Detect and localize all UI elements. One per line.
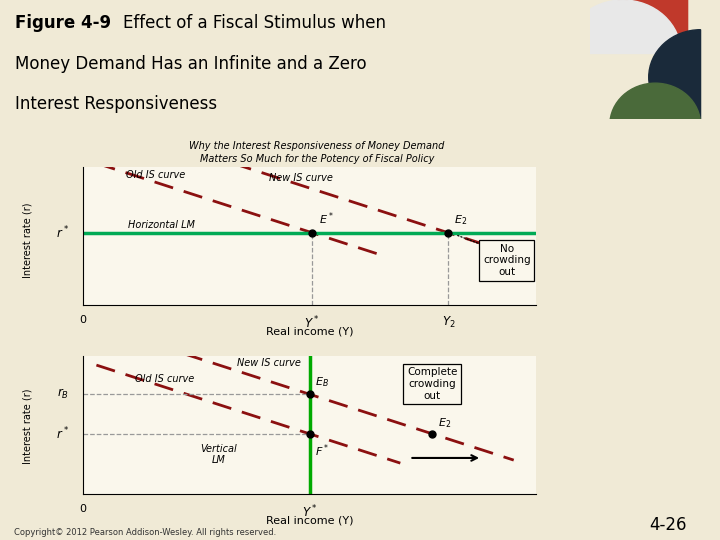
Text: $E_2$: $E_2$ — [438, 417, 451, 430]
Text: Real income (Y): Real income (Y) — [266, 327, 354, 336]
Text: $Y^*$: $Y^*$ — [305, 315, 320, 331]
Text: $E^*$: $E^*$ — [319, 210, 334, 227]
Text: Vertical
LM: Vertical LM — [200, 443, 238, 465]
Wedge shape — [564, 0, 681, 53]
Text: Old IS curve: Old IS curve — [126, 170, 185, 180]
Text: $r_B$: $r_B$ — [57, 387, 69, 401]
Text: $Y^*$: $Y^*$ — [302, 504, 318, 520]
Text: $E_B$: $E_B$ — [315, 375, 329, 389]
Wedge shape — [649, 30, 701, 125]
Text: Old IS curve: Old IS curve — [135, 374, 194, 384]
Text: $Y_2$: $Y_2$ — [441, 315, 455, 329]
Text: Complete
crowding
out: Complete crowding out — [407, 367, 457, 401]
Text: Why the Interest Responsiveness of Money Demand
Matters So Much for the Potency : Why the Interest Responsiveness of Money… — [189, 140, 444, 164]
Text: Effect of a Fiscal Stimulus when: Effect of a Fiscal Stimulus when — [123, 14, 386, 32]
Text: No
crowding
out: No crowding out — [483, 244, 531, 277]
Text: Interest rate (r): Interest rate (r) — [22, 202, 32, 278]
Text: New IS curve: New IS curve — [269, 173, 333, 183]
Text: Real income (Y): Real income (Y) — [266, 516, 354, 525]
Text: New IS curve: New IS curve — [237, 357, 301, 368]
Text: Figure 4-9: Figure 4-9 — [14, 14, 111, 32]
Wedge shape — [616, 0, 688, 59]
Text: 0: 0 — [79, 315, 86, 325]
Wedge shape — [610, 83, 701, 125]
Text: Copyright© 2012 Pearson Addison-Wesley. All rights reserved.: Copyright© 2012 Pearson Addison-Wesley. … — [14, 528, 276, 537]
Text: Horizontal LM: Horizontal LM — [128, 220, 195, 229]
Text: $E_2$: $E_2$ — [454, 213, 467, 227]
Text: Money Demand Has an Infinite and a Zero: Money Demand Has an Infinite and a Zero — [14, 55, 366, 73]
Text: $F^*$: $F^*$ — [315, 442, 329, 459]
Text: Interest rate (r): Interest rate (r) — [22, 389, 32, 464]
Text: $r^*$: $r^*$ — [56, 225, 69, 241]
Text: 4-26: 4-26 — [649, 516, 687, 534]
Text: Interest Responsiveness: Interest Responsiveness — [14, 95, 217, 113]
Text: 0: 0 — [79, 504, 86, 514]
Text: $r^*$: $r^*$ — [56, 426, 69, 442]
